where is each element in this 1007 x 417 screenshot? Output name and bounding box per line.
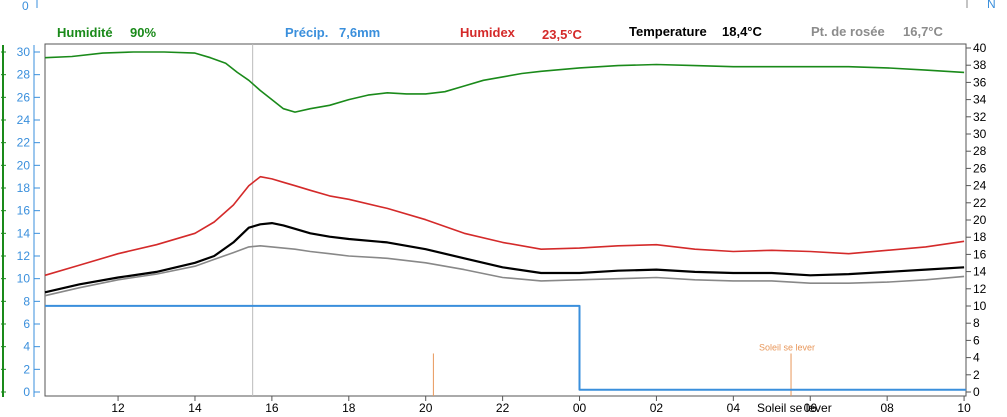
plot-area [44,43,967,397]
legend-dewpoint-label: Pt. de rosée [811,24,885,39]
legend-temperature-label: Temperature [629,24,707,39]
right-tick-label-12: 24 [973,179,987,193]
right-tick-label-0: 0 [973,385,980,399]
left-tick-label-12: 24 [17,113,31,127]
legend-precip-value: 7,6mm [339,25,380,40]
right-tick-label-6: 12 [973,282,987,296]
left-tick-label-4: 8 [23,294,30,308]
left-axis-bars [2,45,35,397]
right-tick-label-17: 34 [973,93,987,107]
legend-dewpoint-value: 16,7°C [903,24,944,39]
left-tick-label-8: 16 [17,204,31,218]
x-tick-label-5: 22 [496,401,510,415]
series-line-3 [44,245,965,297]
markers: Soleil se lever [252,44,815,396]
marker-label-2: Soleil se lever [759,342,815,352]
legend-precip-label: Précip. [285,25,328,40]
series-line-2 [44,222,965,294]
right-tick-label-9: 18 [973,230,987,244]
x-tick-label-10: 08 [880,401,894,415]
left-tick-label-5: 10 [17,272,31,286]
x-tick-label-0: 12 [111,401,125,415]
left-tick-label-14: 28 [17,68,31,82]
legend-humidity-label: Humidité [57,25,113,40]
right-tick-label-20: 40 [973,41,987,55]
left-tick-label-6: 12 [17,249,31,263]
legend-humidex-label: Humidex [460,25,516,40]
x-tick-label-7: 02 [650,401,664,415]
series-line-1 [44,175,965,277]
x-tick-label-8: 04 [727,401,741,415]
right-tick-label-16: 32 [973,110,987,124]
series [44,51,966,391]
left-tick-label-9: 18 [17,181,31,195]
x-tick-label-11: 10 [957,401,971,415]
right-tick-label-18: 36 [973,75,987,89]
left-tick-label-13: 26 [17,90,31,104]
right-tick-label-2: 4 [973,351,980,365]
x-tick-label-3: 18 [342,401,356,415]
legend-humidex-value: 23,5°C [542,27,583,42]
left-tick-label-3: 6 [23,317,30,331]
series-line-4 [45,304,966,391]
left-tick-label-2: 4 [23,340,30,354]
left-tick-label-1: 2 [23,362,30,376]
right-tick-label-14: 28 [973,144,987,158]
left-tick-label-11: 22 [17,136,31,150]
sunrise-bottom-label: Soleil se lever [757,401,832,415]
x-tick-label-6: 00 [573,401,587,415]
right-tick-label-5: 10 [973,299,987,313]
right-tick-label-19: 38 [973,58,987,72]
x-tick-label-9: 06 [804,401,818,415]
left-tick-label-0: 0 [23,385,30,399]
right-tick-label-10: 20 [973,213,987,227]
top-strip-right-tick: N [987,0,996,11]
top-strip-left-tick: 0 [22,0,29,13]
x-tick-label-1: 14 [188,401,202,415]
left-tick-label-10: 20 [17,158,31,172]
x-tick-label-4: 20 [419,401,433,415]
right-tick-label-7: 14 [973,265,987,279]
left-tick-label-7: 14 [17,226,31,240]
right-tick-label-4: 8 [973,316,980,330]
series-line-0 [44,51,965,113]
left-tick-label-15: 30 [17,45,31,59]
legend-humidity-value: 90% [130,25,156,40]
x-axis: 12 14 16 18 20 22 00 02 04 06 08 10 [111,396,971,415]
right-tick-label-1: 2 [973,368,980,382]
x-tick-label-2: 16 [265,401,279,415]
legend-temperature-value: 18,4°C [722,24,763,39]
right-tick-label-11: 22 [973,196,987,210]
legend: Humidité 90% Précip. 7,6mm Humidex 23,5°… [57,24,944,42]
right-tick-label-8: 16 [973,247,987,261]
right-tick-label-13: 26 [973,161,987,175]
right-tick-label-15: 30 [973,127,987,141]
top-strip: 0 N [22,0,996,13]
right-tick-label-3: 6 [973,333,980,347]
